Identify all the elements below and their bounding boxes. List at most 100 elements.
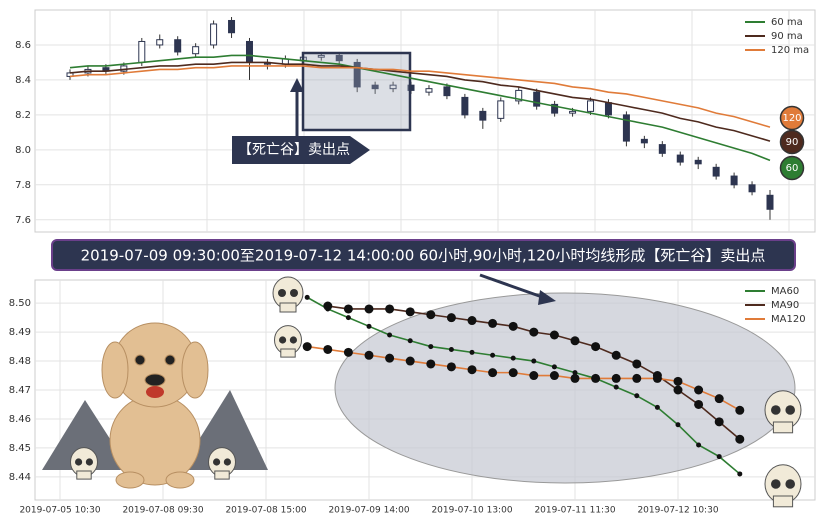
- candle-body: [371, 84, 379, 90]
- candle-body: [389, 84, 397, 90]
- end-bubble-label: 60: [786, 163, 799, 174]
- skull-icon: [764, 390, 802, 434]
- candle-body: [228, 19, 236, 34]
- point: [508, 321, 518, 331]
- point: [652, 373, 662, 383]
- banner-arrow: [479, 273, 546, 300]
- point: [405, 307, 415, 317]
- skull-eye: [771, 405, 781, 415]
- point: [549, 371, 559, 381]
- skull-jaw: [76, 470, 92, 480]
- point: [737, 471, 743, 477]
- end-bubble-label: 120: [782, 113, 801, 124]
- ma-line: [69, 65, 771, 128]
- point: [654, 404, 660, 410]
- point: [446, 362, 456, 372]
- mountain: [42, 400, 130, 470]
- point: [673, 385, 683, 395]
- point: [302, 342, 312, 352]
- point: [304, 294, 310, 300]
- point: [428, 344, 434, 350]
- point: [591, 342, 601, 352]
- point: [488, 318, 498, 328]
- point: [551, 364, 557, 370]
- y-tick-label: 8.46: [9, 414, 31, 425]
- point: [343, 347, 353, 357]
- point: [323, 301, 333, 311]
- candle-body: [569, 110, 577, 114]
- point: [469, 349, 475, 355]
- y-tick-label: 8.48: [9, 356, 31, 367]
- end-bubble: [779, 129, 805, 155]
- point: [488, 368, 498, 378]
- end-bubble-label: 90: [786, 137, 799, 148]
- legend-label: MA120: [771, 314, 806, 325]
- skull-icon: [274, 325, 302, 358]
- skull-eye: [290, 289, 298, 297]
- candle-body: [174, 39, 182, 53]
- candle-body: [622, 114, 630, 142]
- legend-label: 120 ma: [771, 45, 809, 56]
- skull-icon: [70, 447, 98, 480]
- skull-eye: [771, 479, 781, 489]
- candle-body: [766, 194, 774, 210]
- point: [510, 355, 516, 361]
- banner-text: 2019-07-09 09:30:00至2019-07-12 14:00:00 …: [81, 247, 766, 265]
- point: [591, 373, 601, 383]
- point: [446, 313, 456, 323]
- point: [673, 376, 683, 386]
- x-tick-label: 2019-07-12 10:30: [637, 506, 718, 516]
- point: [696, 442, 702, 448]
- point: [611, 373, 621, 383]
- point: [613, 384, 619, 390]
- candle-body: [497, 100, 505, 119]
- plot-area: [34, 9, 816, 233]
- y-tick-label: 8.44: [9, 472, 31, 483]
- point: [529, 371, 539, 381]
- highlight-box: [301, 51, 412, 132]
- legend-label: MA90: [771, 300, 799, 311]
- point: [634, 393, 640, 399]
- candle-body: [353, 61, 361, 88]
- point: [405, 356, 415, 366]
- skull-icon: [272, 276, 304, 313]
- point: [570, 373, 580, 383]
- point: [345, 315, 351, 321]
- annotation-text: 【死亡谷】卖出点: [238, 142, 350, 158]
- x-tick-label: 2019-07-08 09:30: [122, 506, 203, 516]
- candle-body: [245, 40, 253, 63]
- skull-eye: [223, 458, 231, 466]
- skull-jaw: [772, 421, 794, 434]
- point: [531, 358, 537, 364]
- y-tick-label: 8.50: [9, 298, 31, 309]
- point: [385, 304, 395, 314]
- skull-jaw: [279, 302, 297, 313]
- point: [714, 417, 724, 427]
- highlight-ellipse: [334, 292, 796, 484]
- y-tick-label: 7.8: [15, 180, 31, 191]
- point: [448, 346, 454, 352]
- point: [694, 399, 704, 409]
- ma-line: [69, 54, 771, 162]
- candle-body: [551, 103, 559, 114]
- point: [467, 316, 477, 326]
- candle-body: [443, 86, 451, 97]
- dog: [101, 322, 209, 489]
- x-tick-label: 2019-07-09 14:00: [328, 506, 409, 516]
- candle-body: [317, 54, 325, 58]
- point: [426, 310, 436, 320]
- skull-eye: [75, 458, 83, 466]
- skull-eye: [785, 405, 795, 415]
- point: [549, 330, 559, 340]
- ma-line: [306, 296, 741, 475]
- y-tick-label: 8.49: [9, 327, 31, 338]
- skull-eye: [213, 458, 221, 466]
- skull-icon: [764, 464, 802, 508]
- candle-body: [425, 88, 433, 93]
- point: [490, 352, 496, 358]
- point: [570, 336, 580, 346]
- y-tick-label: 8.2: [15, 110, 31, 121]
- skull-jaw: [280, 348, 296, 358]
- ma-line: [69, 61, 771, 142]
